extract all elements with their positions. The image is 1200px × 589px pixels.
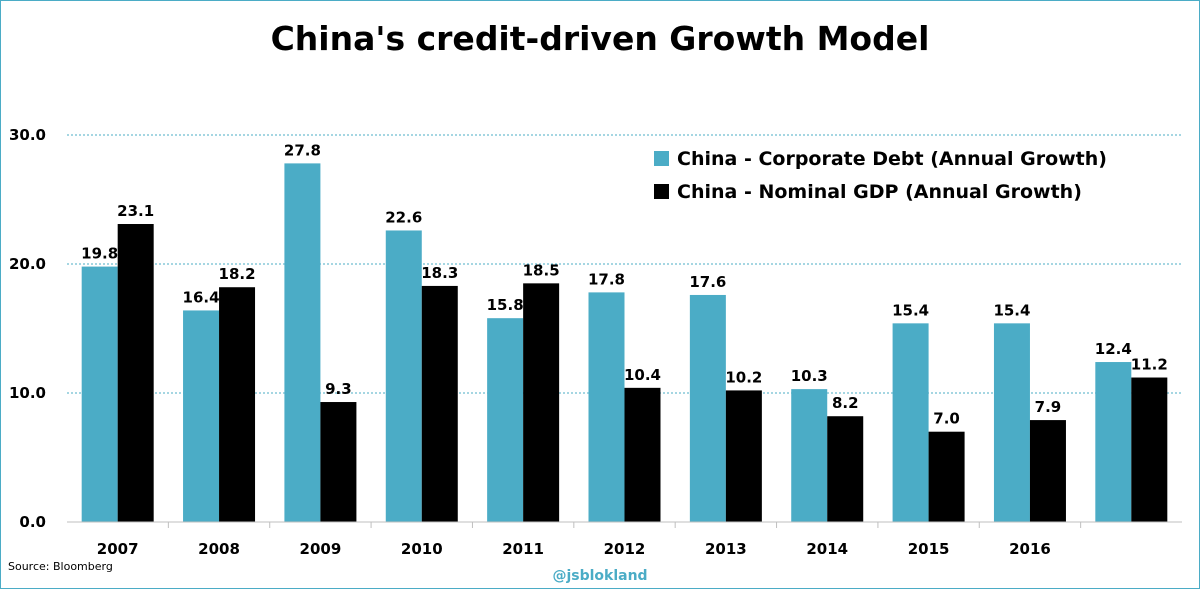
bar-corporate-debt-2015 bbox=[892, 323, 929, 522]
x-tick-label: 2013 bbox=[705, 540, 747, 558]
data-label: 7.9 bbox=[1035, 398, 1062, 416]
legend-label-nominal-gdp: China - Nominal GDP (Annual Growth) bbox=[677, 181, 1082, 203]
data-label: 18.3 bbox=[421, 264, 458, 282]
bar-corporate-debt-2007 bbox=[81, 266, 118, 522]
bar-corporate-debt-latest bbox=[1095, 362, 1132, 522]
data-label: 11.2 bbox=[1131, 356, 1168, 374]
data-label: 18.2 bbox=[219, 265, 256, 283]
data-label: 10.4 bbox=[624, 366, 661, 384]
data-label: 9.3 bbox=[325, 380, 352, 398]
bar-corporate-debt-2009 bbox=[284, 163, 321, 522]
data-label: 8.2 bbox=[832, 394, 859, 412]
source-note: Source: Bloomberg bbox=[8, 560, 113, 573]
bar-nominal-gdp-2016 bbox=[1029, 420, 1066, 522]
y-tick-label: 0.0 bbox=[19, 513, 46, 531]
data-label: 12.4 bbox=[1095, 340, 1132, 358]
legend: China - Corporate Debt (Annual Growth) C… bbox=[654, 148, 1107, 203]
x-tick-label: 2012 bbox=[604, 540, 646, 558]
bar-corporate-debt-2011 bbox=[487, 318, 524, 522]
x-tick-label: 2015 bbox=[908, 540, 950, 558]
data-label: 15.4 bbox=[993, 301, 1030, 319]
y-tick-label: 20.0 bbox=[9, 255, 46, 273]
bar-corporate-debt-2008 bbox=[183, 310, 220, 522]
legend-label-corporate-debt: China - Corporate Debt (Annual Growth) bbox=[677, 148, 1107, 170]
data-label: 15.4 bbox=[892, 301, 929, 319]
bar-nominal-gdp-2014 bbox=[827, 416, 864, 522]
bar-nominal-gdp-2015 bbox=[928, 431, 965, 522]
bars bbox=[81, 163, 1168, 522]
y-axis-ticks: 0.0 10.0 20.0 30.0 bbox=[9, 126, 46, 531]
bar-corporate-debt-2016 bbox=[993, 323, 1030, 522]
data-label: 18.5 bbox=[523, 261, 560, 279]
legend-swatch-nominal-gdp bbox=[654, 184, 669, 199]
bar-nominal-gdp-2007 bbox=[117, 224, 154, 522]
watermark: @jsblokland bbox=[552, 568, 647, 584]
legend-swatch-corporate-debt bbox=[654, 151, 669, 166]
bar-corporate-debt-2013 bbox=[689, 294, 726, 522]
data-label: 27.8 bbox=[284, 141, 321, 159]
bar-corporate-debt-2010 bbox=[385, 230, 422, 522]
data-label: 17.8 bbox=[588, 270, 625, 288]
data-label: 23.1 bbox=[117, 202, 154, 220]
bar-nominal-gdp-2009 bbox=[320, 402, 357, 522]
x-tick-label: 2010 bbox=[401, 540, 443, 558]
x-tick-label: 2014 bbox=[806, 540, 848, 558]
x-tick-label: 2008 bbox=[198, 540, 240, 558]
data-label: 19.8 bbox=[81, 245, 118, 263]
data-label: 15.8 bbox=[487, 296, 524, 314]
data-labels: 19.8 23.1 16.4 18.2 27.8 9.3 22.6 18.3 15.8 18.5 1… bbox=[81, 141, 1168, 427]
x-axis-ticks: 2007 2008 2009 2010 2011 2012 2013 2014 2015 2016 bbox=[97, 522, 1082, 558]
bar-nominal-gdp-2011 bbox=[523, 283, 560, 522]
data-label: 7.0 bbox=[933, 410, 960, 428]
bar-corporate-debt-2014 bbox=[791, 389, 828, 522]
data-label: 17.6 bbox=[689, 273, 726, 291]
data-label: 10.3 bbox=[791, 367, 828, 385]
data-label: 10.2 bbox=[725, 368, 762, 386]
data-label: 16.4 bbox=[183, 288, 220, 306]
bar-corporate-debt-2012 bbox=[588, 292, 625, 522]
bar-nominal-gdp-latest bbox=[1131, 377, 1168, 522]
x-tick-label: 2016 bbox=[1009, 540, 1051, 558]
bar-nominal-gdp-2008 bbox=[219, 287, 256, 522]
y-tick-label: 10.0 bbox=[9, 384, 46, 402]
bar-nominal-gdp-2013 bbox=[725, 390, 762, 522]
bar-nominal-gdp-2012 bbox=[624, 387, 661, 522]
bar-nominal-gdp-2010 bbox=[421, 285, 458, 522]
x-tick-label: 2007 bbox=[97, 540, 139, 558]
chart-title: China's credit-driven Growth Model bbox=[271, 19, 930, 58]
y-tick-label: 30.0 bbox=[9, 126, 46, 144]
data-label: 22.6 bbox=[385, 208, 422, 226]
x-tick-label: 2009 bbox=[300, 540, 342, 558]
x-tick-label: 2011 bbox=[502, 540, 544, 558]
